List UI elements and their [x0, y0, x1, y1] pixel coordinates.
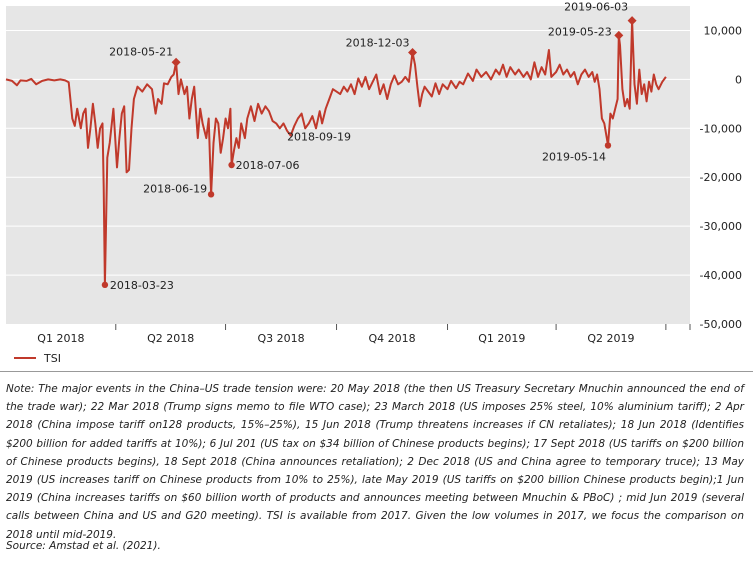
tsi-series-line: [5, 19, 667, 286]
event-label: 2018-06-19: [143, 182, 207, 195]
x-tick-label: Q1 2019: [478, 332, 525, 345]
event-marker: [627, 16, 637, 26]
plot-background: [6, 6, 690, 324]
y-tick-label: -10,000: [700, 122, 742, 135]
event-marker: [228, 161, 235, 169]
event-annotations: 2018-03-23 2018-05-21 2018-06-19 2018-07-06…: [101, 1, 637, 292]
event-label: 2019-05-14: [542, 150, 606, 163]
legend-label-tsi: TSI: [44, 351, 61, 365]
event-label: 2018-05-21: [109, 45, 173, 58]
y-tick-label: -50,000: [700, 318, 742, 331]
event-marker: [408, 47, 418, 57]
event-marker: [207, 191, 215, 198]
x-axis: Q1 2018 Q2 2018 Q3 2018 Q4 2018 Q1 2019 Q2 20…: [37, 324, 691, 345]
figure-source: Source: Amstad et al. (2021).: [6, 540, 161, 552]
event-marker: [604, 142, 612, 149]
x-tick-label: Q2 2019: [587, 332, 634, 345]
event-marker: [614, 30, 624, 40]
event-marker: [171, 57, 181, 67]
x-tick-label: Q1 2018: [37, 332, 84, 345]
legend: TSI: [14, 350, 61, 366]
x-tick-label: Q4 2018: [368, 332, 415, 345]
event-label: 2018-03-23: [110, 279, 174, 292]
event-label: 2019-06-03: [564, 1, 628, 14]
y-tick-label: -40,000: [700, 269, 742, 282]
event-label: 2019-05-23: [548, 25, 612, 38]
y-tick-label: -20,000: [700, 171, 742, 184]
x-tick-label: Q3 2018: [257, 332, 304, 345]
figure-note: Note: The major events in the China–US t…: [6, 383, 744, 541]
event-label: 2018-07-06: [236, 159, 300, 172]
legend-swatch-tsi: [14, 357, 36, 359]
y-tick-label: -30,000: [700, 220, 742, 233]
chart-container: Q1 2018 Q2 2018 Q3 2018 Q4 2018 Q1 2019 Q2 20…: [5, 1, 742, 345]
y-tick-label: 0: [735, 73, 742, 86]
y-tick-label: 10,000: [704, 24, 743, 37]
event-marker: [101, 281, 109, 289]
event-label: 2018-09-19: [287, 130, 351, 143]
event-label: 2018-12-03: [346, 36, 410, 49]
tsi-line-chart: Q1 2018 Q2 2018 Q3 2018 Q4 2018 Q1 2019 Q2 20…: [5, 1, 742, 345]
divider: [0, 371, 753, 372]
y-axis: 10,000 0 -10,000 -20,000 -30,000 -40,000 -50,0…: [700, 24, 742, 331]
x-tick-label: Q2 2018: [147, 332, 194, 345]
